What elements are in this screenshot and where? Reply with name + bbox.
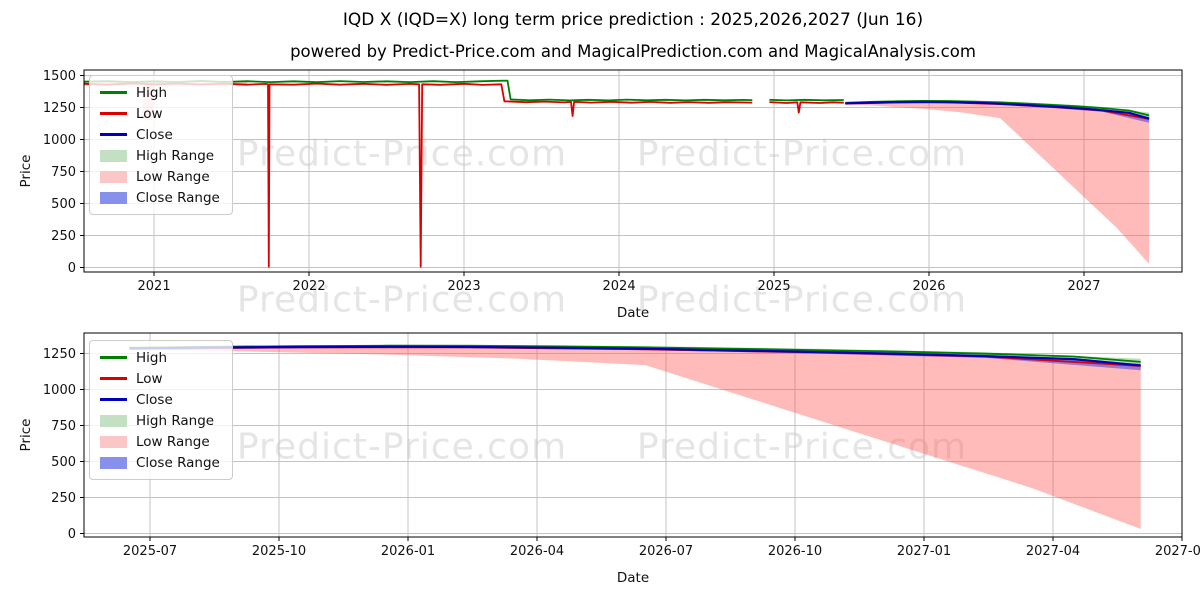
series-close-line <box>129 345 1141 367</box>
y-tick-label: 1000 <box>43 133 76 148</box>
series-low-line <box>769 101 844 114</box>
y-tick-label: 1500 <box>43 69 76 84</box>
x-tick-label: 2025 <box>758 279 791 294</box>
legend-label: Close Range <box>136 454 220 471</box>
bottom-chart-xlabel: Date <box>616 570 650 586</box>
top-chart-legend: High Low Close High Range Low Range Close Ran… <box>89 75 233 215</box>
legend-entry-close-range: Close Range <box>100 187 220 208</box>
legend-entry-high: High <box>100 347 220 368</box>
legend-swatch <box>100 414 127 427</box>
y-tick-label: 0 <box>68 527 76 542</box>
legend-label: High Range <box>136 412 215 429</box>
legend-entry-low: Low <box>100 103 220 124</box>
plot-border <box>83 69 1183 273</box>
y-tick-label: 500 <box>51 197 76 212</box>
legend-entry-low-range: Low Range <box>100 166 220 187</box>
legend-swatch <box>100 149 127 162</box>
band-low-range <box>845 102 1150 264</box>
series-low-line <box>84 82 753 268</box>
watermark-text: Predict-Price.com <box>636 279 968 321</box>
x-tick-label: 2022 <box>293 279 326 294</box>
legend-swatch <box>100 91 127 94</box>
watermark-text: Predict-Price.com <box>236 133 568 175</box>
x-tick-label: 2026-04 <box>510 544 564 559</box>
legend-entry-low-range: Low Range <box>100 431 220 452</box>
legend-swatch <box>100 191 127 204</box>
y-tick-label: 500 <box>51 455 76 470</box>
legend-swatch <box>100 356 127 359</box>
watermark-text: Predict-Price.com <box>636 133 968 175</box>
plot-border <box>83 332 1183 538</box>
y-tick-label: 250 <box>51 229 76 244</box>
y-tick-label: 1250 <box>43 347 76 362</box>
legend-label: High <box>136 349 168 366</box>
legend-entry-close: Close <box>100 124 220 145</box>
x-tick-label: 2027-04 <box>1026 544 1080 559</box>
legend-label: Low <box>136 105 163 122</box>
watermark-text: Predict-Price.com <box>236 279 568 321</box>
bottom-chart-legend: High Low Close High Range Low Range Close Ran… <box>89 340 233 480</box>
legend-swatch <box>100 435 127 448</box>
legend-entry-high-range: High Range <box>100 145 220 166</box>
legend-swatch <box>100 112 127 115</box>
x-tick-label: 2025-10 <box>252 544 306 559</box>
top-chart-xlabel: Date <box>616 305 650 321</box>
x-tick-label: 2026-01 <box>381 544 435 559</box>
legend-label: Low Range <box>136 433 210 450</box>
legend-label: Close <box>136 391 173 408</box>
legend-entry-close: Close <box>100 389 220 410</box>
y-tick-label: 1000 <box>43 383 76 398</box>
bottom-chart-ylabel: Price <box>18 418 34 452</box>
legend-entry-high: High <box>100 82 220 103</box>
x-tick-label: 2025-07 <box>123 544 177 559</box>
legend-swatch <box>100 133 127 136</box>
y-tick-label: 0 <box>68 261 76 276</box>
y-tick-label: 750 <box>51 419 76 434</box>
legend-entry-low: Low <box>100 368 220 389</box>
x-tick-label: 2027-07 <box>1155 544 1200 559</box>
legend-swatch <box>100 398 127 401</box>
legend-label: High Range <box>136 147 215 164</box>
x-tick-label: 2021 <box>138 279 171 294</box>
page-title: IQD X (IQD=X) long term price prediction… <box>342 10 924 30</box>
top-chart: 2021 2022 2023 2024 2025 2026 2027 0 250 500 750 10… <box>43 69 1183 294</box>
legend-swatch <box>100 170 127 183</box>
top-chart-ylabel: Price <box>18 154 34 188</box>
watermark-text: Predict-Price.com <box>236 426 568 468</box>
legend-label: Close <box>136 126 173 143</box>
y-tick-label: 250 <box>51 491 76 506</box>
legend-swatch <box>100 456 127 469</box>
legend-label: Low Range <box>136 168 210 185</box>
x-tick-label: 2024 <box>603 279 636 294</box>
x-tick-label: 2026 <box>912 279 945 294</box>
series-close-line <box>845 100 1150 120</box>
series-high-line <box>769 98 844 102</box>
watermark-text: Predict-Price.com <box>636 426 968 468</box>
x-tick-label: 2027 <box>1067 279 1100 294</box>
legend-swatch <box>100 377 127 380</box>
page-subtitle: powered by Predict-Price.com and Magical… <box>290 42 976 61</box>
legend-label: High <box>136 84 168 101</box>
x-tick-label: 2026-10 <box>768 544 822 559</box>
y-tick-label: 1250 <box>43 101 76 116</box>
legend-label: Close Range <box>136 189 220 206</box>
legend-entry-high-range: High Range <box>100 410 220 431</box>
x-tick-label: 2027-01 <box>897 544 951 559</box>
y-tick-label: 750 <box>51 165 76 180</box>
legend-entry-close-range: Close Range <box>100 452 220 473</box>
band-low-range <box>129 347 1141 529</box>
x-tick-label: 2023 <box>448 279 481 294</box>
x-tick-label: 2026-07 <box>639 544 693 559</box>
legend-label: Low <box>136 370 163 387</box>
